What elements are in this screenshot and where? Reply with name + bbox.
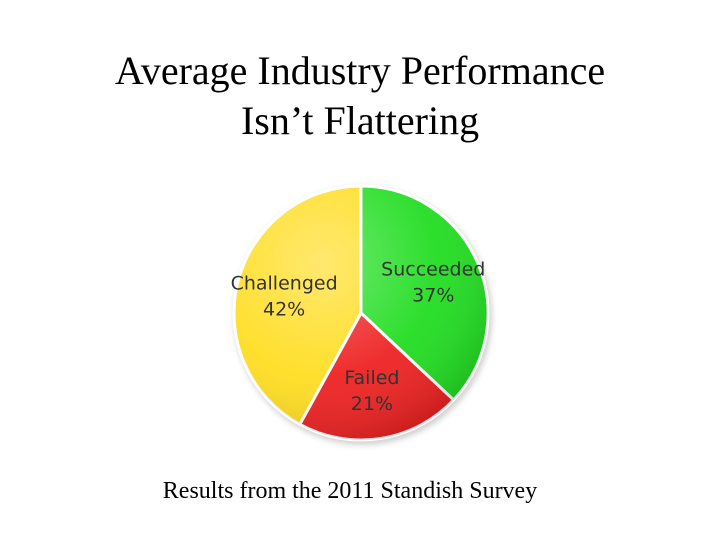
title-line-2: Isn’t Flattering	[240, 98, 480, 143]
slice-value-failed: 21%	[351, 393, 393, 415]
slice-label-challenged: Challenged	[231, 272, 338, 294]
title-line-1: Average Industry Performance	[114, 48, 606, 93]
slice-label-succeeded: Succeeded	[381, 259, 485, 281]
pie-chart: Succeeded 37% Failed 21% Challenged 42%	[220, 172, 502, 454]
slice-label-failed: Failed	[344, 367, 399, 389]
slide-title: Average Industry Performance Isn’t Flatt…	[0, 46, 720, 146]
slice-value-challenged: 42%	[263, 298, 305, 320]
slide-caption: Results from the 2011 Standish Survey	[162, 478, 538, 504]
pie-chart-svg: Succeeded 37% Failed 21% Challenged 42%	[231, 184, 492, 445]
slice-value-succeeded: 37%	[412, 285, 454, 307]
